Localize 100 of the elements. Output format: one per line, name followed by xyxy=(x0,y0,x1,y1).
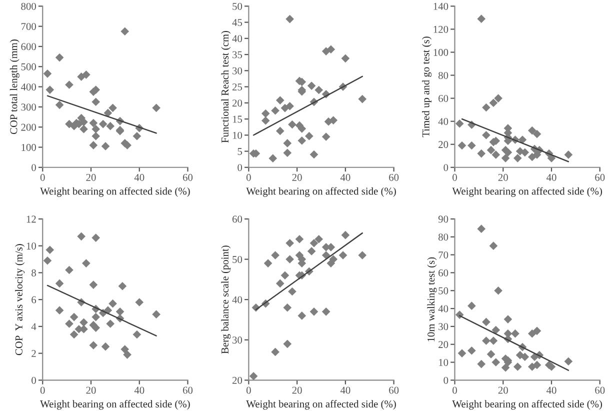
point xyxy=(492,150,500,159)
y-tick-label: 30 xyxy=(438,323,448,330)
point xyxy=(92,98,100,106)
point xyxy=(123,350,132,359)
y-tick-label: 400 xyxy=(20,83,36,90)
x-tick-label: 40 xyxy=(134,386,144,394)
point xyxy=(98,120,108,128)
point xyxy=(322,251,330,260)
y-tick-label: 20 xyxy=(438,141,448,148)
point xyxy=(132,330,142,339)
y-tick-label: 200 xyxy=(21,124,36,131)
point xyxy=(283,303,292,312)
y-tick-label: 140 xyxy=(434,2,448,10)
point xyxy=(322,132,330,141)
point xyxy=(482,130,490,140)
point xyxy=(501,363,510,372)
y-axis-title: Timed up and go test (s) xyxy=(422,36,432,138)
point xyxy=(482,336,490,345)
x-tick-label: 20 xyxy=(292,174,302,181)
point xyxy=(276,96,284,104)
point xyxy=(494,286,502,295)
point xyxy=(152,104,160,112)
y-tick-label: 500 xyxy=(21,63,36,70)
y-axis-title: COP Y axis velocity (m/s) xyxy=(15,244,25,356)
y-tick-label: 60 xyxy=(438,269,448,276)
point xyxy=(504,148,512,157)
point xyxy=(135,298,144,306)
point xyxy=(108,299,117,308)
point xyxy=(89,141,98,150)
point xyxy=(298,312,306,320)
y-tick-label: 10 xyxy=(439,358,448,366)
x-axis-title: Weight bearing on affected side (%) xyxy=(452,400,602,410)
point xyxy=(310,238,318,248)
point xyxy=(513,362,522,371)
point xyxy=(80,318,88,327)
point xyxy=(261,116,270,125)
y-tick-label: 20 xyxy=(232,100,242,107)
point xyxy=(492,358,500,366)
point xyxy=(477,224,486,233)
x-tick-label: 60 xyxy=(595,174,605,181)
point xyxy=(271,251,280,260)
x-tick-label: 0 xyxy=(246,174,251,181)
point xyxy=(46,86,54,94)
point xyxy=(77,232,86,241)
point xyxy=(288,120,296,129)
point xyxy=(358,94,367,104)
point xyxy=(89,118,98,128)
x-tick-label: 60 xyxy=(389,386,399,394)
point xyxy=(520,352,530,362)
y-tick-label: 5 xyxy=(238,148,242,155)
point xyxy=(477,149,486,158)
y-tick-label: 40 xyxy=(232,35,242,42)
y-tick-label: 50 xyxy=(438,287,448,294)
point xyxy=(477,360,486,368)
y-axis-title: Functional Reach test (cm) xyxy=(221,30,231,143)
y-tick-label: 10 xyxy=(232,132,242,139)
y-tick-label: 800 xyxy=(21,2,36,10)
point xyxy=(283,139,292,148)
y-tick-label: 30 xyxy=(232,336,242,344)
x-tick-label: 40 xyxy=(340,386,350,394)
y-tick-label: 600 xyxy=(21,43,36,50)
point xyxy=(314,234,323,244)
point xyxy=(482,103,490,112)
point xyxy=(70,312,78,322)
point xyxy=(276,126,284,136)
y-tick-label: 40 xyxy=(232,296,242,304)
point xyxy=(304,132,314,140)
point xyxy=(458,141,466,150)
x-tick-label: 40 xyxy=(546,386,556,394)
point xyxy=(132,132,142,140)
y-tick-label: 35 xyxy=(232,51,242,58)
point xyxy=(106,320,115,328)
x-tick-label: 20 xyxy=(292,386,302,394)
point xyxy=(486,350,496,358)
y-axis-title: 10m walking test (s) xyxy=(427,257,437,342)
x-axis-title: Weight bearing on affected side (%) xyxy=(246,400,396,410)
point xyxy=(310,150,318,159)
point xyxy=(310,307,318,316)
point xyxy=(489,242,498,250)
point xyxy=(468,141,476,150)
y-tick-label: 60 xyxy=(232,216,242,223)
point xyxy=(46,246,54,254)
point xyxy=(295,234,304,244)
y-tick-label: 45 xyxy=(232,19,242,26)
point xyxy=(307,82,316,90)
point xyxy=(494,94,502,102)
point xyxy=(118,282,127,290)
x-axis-title: Weight bearing on affected side (%) xyxy=(40,400,190,410)
point xyxy=(501,154,510,162)
x-tick-label: 20 xyxy=(86,386,96,394)
x-tick-label: 40 xyxy=(340,174,350,181)
point xyxy=(455,119,464,128)
x-tick-label: 60 xyxy=(182,174,193,181)
point xyxy=(120,27,130,36)
point xyxy=(92,124,100,134)
point xyxy=(286,102,294,110)
point xyxy=(43,70,52,78)
y-tick-label: 0 xyxy=(238,164,242,172)
point xyxy=(55,100,64,110)
point xyxy=(286,14,294,24)
